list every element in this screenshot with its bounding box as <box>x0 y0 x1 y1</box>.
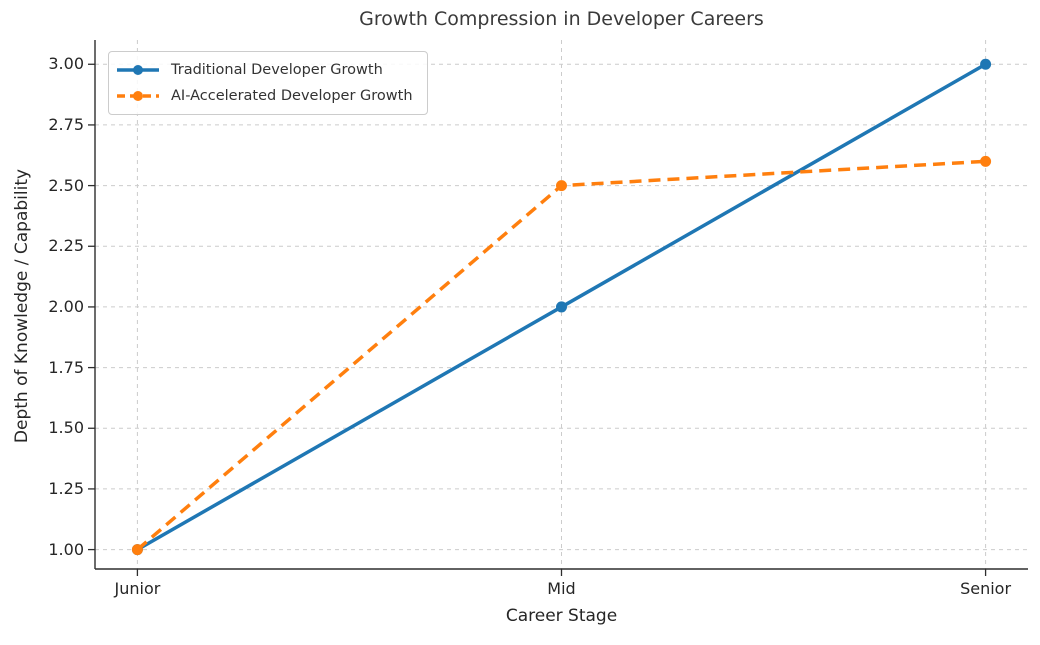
x-tick-label: Mid <box>547 579 576 598</box>
y-tick-label: 1.75 <box>48 357 84 377</box>
y-tick-label: 3.00 <box>48 54 84 74</box>
y-tick-label: 2.50 <box>48 175 84 195</box>
legend-item: Traditional Developer Growth <box>115 57 413 83</box>
chart-title: Growth Compression in Developer Careers <box>359 8 764 30</box>
legend-item: AI-Accelerated Developer Growth <box>115 83 413 109</box>
x-axis-label: Career Stage <box>505 606 618 626</box>
y-tick-label: 2.00 <box>48 296 84 316</box>
legend-sample-marker <box>133 65 143 75</box>
legend-sample-marker <box>133 91 143 101</box>
data-point-marker <box>556 180 567 192</box>
x-tick-label: Senior <box>960 579 1012 598</box>
y-tick-label: 1.50 <box>48 418 84 438</box>
legend: Traditional Developer Growth AI-Accelerat… <box>108 51 428 115</box>
data-point-marker <box>980 155 992 167</box>
data-point-marker <box>980 58 992 70</box>
x-tick-label: Junior <box>114 579 161 598</box>
y-tick-label: 1.00 <box>48 539 84 559</box>
data-point-marker <box>556 301 567 313</box>
legend-label: AI-Accelerated Developer Growth <box>171 88 413 104</box>
legend-label: Traditional Developer Growth <box>171 62 383 78</box>
legend-line-sample <box>117 91 159 101</box>
data-point-marker <box>131 544 143 556</box>
y-tick-label: 2.25 <box>48 236 84 256</box>
y-tick-label: 1.25 <box>48 478 84 498</box>
y-tick-label: 2.75 <box>48 114 84 134</box>
legend-line-sample <box>117 65 159 75</box>
